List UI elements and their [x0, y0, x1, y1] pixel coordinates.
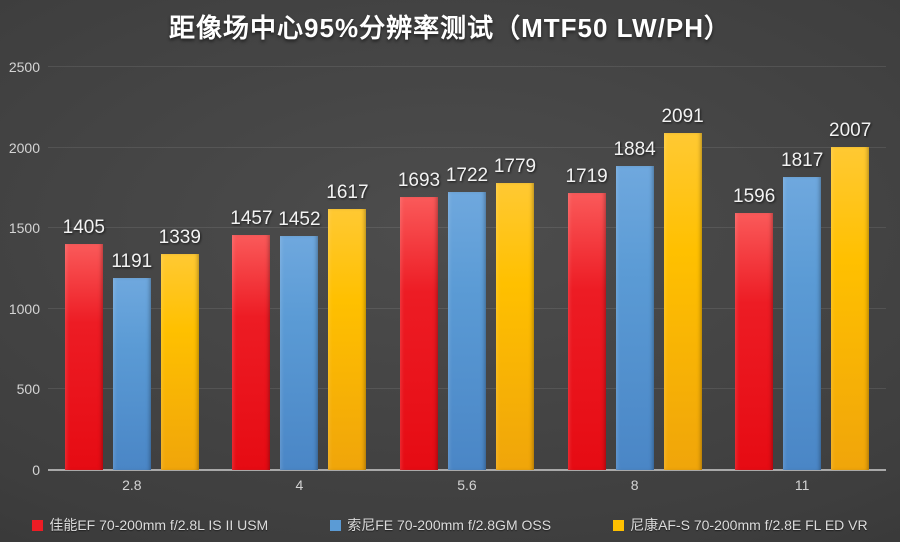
bar-value-label: 1405: [62, 216, 105, 238]
bar-索尼FE 70-200mm f/2.8GM OSS-5.6: 1722: [446, 165, 488, 470]
bar-佳能EF 70-200mm f/2.8L IS II USM-11: 1596: [733, 186, 775, 470]
bar-佳能EF 70-200mm f/2.8L IS II USM-4: 1457: [230, 208, 273, 470]
y-tick-label-0: 0: [32, 462, 40, 478]
bar-value-label: 1617: [326, 182, 369, 204]
bar-尼康AF-S 70-200mm f/2.8E FL ED VR-4: 1617: [326, 182, 369, 470]
bar-value-label: 1339: [158, 227, 201, 249]
x-tick-label-5.6: 5.6: [457, 477, 477, 493]
bar-value-label: 1817: [781, 150, 824, 172]
x-axis-line: [48, 469, 886, 471]
plot-area: 1405 1191 1339 1457 1452 1617 1693 1722 1779 1719…: [48, 66, 886, 471]
bar-value-label: 1719: [565, 165, 608, 187]
x-tick-label-2.8: 2.8: [122, 477, 142, 493]
bar-value-label: 1693: [397, 170, 441, 192]
bar-value-label: 2007: [829, 119, 872, 141]
bar-索尼FE 70-200mm f/2.8GM OSS-11: 1817: [781, 150, 823, 470]
y-tick-label-1000: 1000: [8, 300, 40, 317]
bar-group-5.6: 1693 1722 1779: [383, 67, 551, 470]
legend-label: 索尼FE 70-200mm f/2.8GM OSS: [347, 517, 552, 533]
bar-佳能EF 70-200mm f/2.8L IS II USM-5.6: 1693: [398, 170, 440, 470]
gridline-2000: [48, 146, 886, 148]
legend-item-索尼FE 70-200mm f/2.8GM OSS: 索尼FE 70-200mm f/2.8GM OSS: [330, 515, 551, 535]
bar-group-4: 1457 1452 1617: [216, 67, 384, 470]
bar-group-2.8: 1405 1191 1339: [48, 67, 216, 470]
bar-group-11: 1596 1817 2007: [718, 67, 886, 470]
legend-swatch-icon: [613, 519, 625, 531]
bar-佳能EF 70-200mm f/2.8L IS II USM-2.8: 1405: [63, 217, 105, 470]
bar-尼康AF-S 70-200mm f/2.8E FL ED VR-2.8: 1339: [159, 227, 201, 470]
legend-item-尼康AF-S 70-200mm f/2.8E FL ED VR: 尼康AF-S 70-200mm f/2.8E FL ED VR: [613, 515, 868, 535]
y-tick-label-1500: 1500: [8, 220, 40, 237]
bar-佳能EF 70-200mm f/2.8L IS II USM-8: 1719: [565, 166, 608, 470]
bar-索尼FE 70-200mm f/2.8GM OSS-4: 1452: [278, 209, 321, 470]
bar-尼康AF-S 70-200mm f/2.8E FL ED VR-8: 2091: [661, 106, 704, 470]
x-axis: 2.8 4 5.6 8 11: [48, 477, 886, 497]
bar-value-label: 1779: [493, 156, 537, 178]
x-tick-label-11: 11: [794, 477, 810, 493]
bar-value-label: 2091: [661, 105, 704, 127]
bar-value-label: 1884: [613, 139, 656, 161]
chart-title: 距像场中心95%分辨率测试（MTF50 LW/PH）: [169, 13, 731, 43]
bar-索尼FE 70-200mm f/2.8GM OSS-2.8: 1191: [111, 251, 152, 470]
x-tick-label-4: 4: [295, 477, 304, 493]
y-tick-label-500: 500: [16, 381, 40, 398]
x-tick-label-8: 8: [630, 477, 639, 493]
legend-swatch-icon: [330, 519, 342, 531]
legend-label: 佳能EF 70-200mm f/2.8L IS II USM: [49, 517, 269, 533]
y-tick-label-2500: 2500: [8, 59, 40, 75]
bar-value-label: 1596: [733, 185, 776, 207]
legend-swatch-icon: [32, 519, 44, 531]
bar-group-8: 1719 1884 2091: [551, 67, 719, 470]
bar-value-label: 1722: [445, 165, 489, 187]
bar-索尼FE 70-200mm f/2.8GM OSS-8: 1884: [613, 139, 656, 470]
legend: 佳能EF 70-200mm f/2.8L IS II USM 索尼FE 70-20…: [0, 515, 900, 535]
bar-尼康AF-S 70-200mm f/2.8E FL ED VR-11: 2007: [829, 120, 871, 470]
bar-value-label: 1452: [278, 208, 321, 230]
bar-value-label: 1191: [111, 251, 153, 272]
legend-label: 尼康AF-S 70-200mm f/2.8E FL ED VR: [630, 517, 868, 533]
bar-尼康AF-S 70-200mm f/2.8E FL ED VR-5.6: 1779: [494, 156, 536, 470]
gridline-2500: [48, 66, 886, 67]
bar-value-label: 1457: [230, 208, 273, 230]
y-tick-label-2000: 2000: [8, 139, 40, 156]
legend-item-佳能EF 70-200mm f/2.8L IS II USM: 佳能EF 70-200mm f/2.8L IS II USM: [32, 515, 268, 535]
